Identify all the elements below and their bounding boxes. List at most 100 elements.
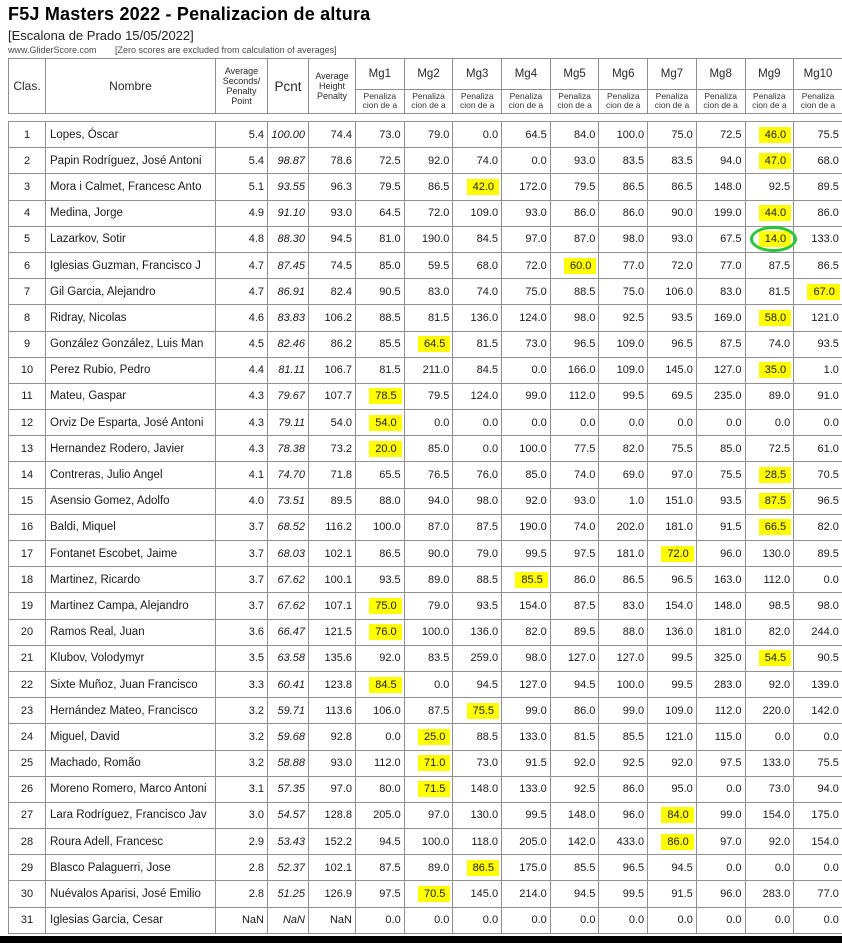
mg7-cell: 72.0: [647, 251, 697, 280]
highlighted-value: 86.5: [466, 859, 500, 876]
avg-seconds-cell: 3.2: [215, 697, 268, 725]
highlighted-value: 25.0: [417, 728, 451, 745]
mg3-cell: 93.5: [452, 592, 503, 620]
table-row: 10 Perez Rubio, Pedro 4.4 81.11 106.7 81.5 211…: [8, 356, 842, 384]
mg4-cell: 73.0: [501, 330, 551, 358]
name-cell: Martinez, Ricardo: [45, 566, 216, 594]
mg8-cell: 199.0: [695, 199, 746, 227]
mg5-cell: 112.0: [549, 382, 600, 411]
mg7-cell: 86.5: [647, 173, 697, 201]
highlighted-value: 71.5: [417, 781, 451, 798]
table-row: 21 Klubov, Volodymyr 3.5 63.58 135.6 92.0 83.5…: [8, 644, 842, 672]
pcnt-cell: 51.25: [267, 880, 309, 908]
mg8-cell: 0.0: [695, 775, 746, 803]
mg1-cell: 73.0: [355, 120, 405, 149]
highlighted-circled-value: 14.0: [749, 226, 798, 253]
col-header-avg-height: Average Height Penalty: [308, 58, 356, 114]
mg9-cell: 87.5: [744, 251, 795, 280]
avg-seconds-cell: 3.0: [215, 801, 268, 830]
clas-cell: 24: [8, 723, 46, 751]
mg5-cell: 86.0: [549, 199, 600, 227]
mg6-cell: 96.5: [598, 854, 649, 882]
mg7-cell: 75.0: [647, 120, 697, 149]
mg2-cell: 86.5: [403, 173, 454, 201]
table-row: 8 Ridray, Nicolas 4.6 83.83 106.2 88.5 81.5 136…: [8, 304, 842, 332]
clas-cell: 8: [8, 304, 46, 332]
mg10-cell: 96.5: [793, 487, 842, 515]
mg4-cell: 92.0: [501, 487, 551, 515]
mg2-cell: 83.5: [403, 644, 454, 672]
mg5-cell: 93.0: [549, 147, 600, 175]
mg10-cell: 175.0: [793, 801, 842, 830]
mg6-cell: 83.5: [598, 147, 649, 175]
header-row-sub: Penaliza cion de a Penaliza cion de a Pena…: [9, 88, 842, 115]
mg3-cell: 79.0: [452, 539, 503, 568]
mg8-cell: 85.0: [695, 435, 746, 463]
mg2-cell: 25.0: [403, 723, 454, 751]
mg5-cell: 94.5: [549, 880, 600, 908]
clas-cell: 30: [8, 880, 46, 908]
mg5-cell: 87.5: [549, 592, 600, 620]
mg10-cell: 75.5: [793, 120, 842, 149]
mg2-cell: 87.5: [403, 697, 454, 725]
col-subheader-mg10: Penaliza cion de a: [793, 88, 842, 115]
mg9-cell: 82.0: [744, 618, 795, 646]
mg1-cell: 88.0: [355, 487, 405, 515]
mg9-cell: 0.0: [744, 723, 795, 751]
mg10-cell: 154.0: [793, 828, 842, 856]
mg7-cell: 90.0: [647, 199, 697, 227]
mg2-cell: 89.0: [403, 566, 454, 594]
mg10-cell: 244.0: [793, 618, 842, 646]
mg6-cell: 96.0: [598, 801, 649, 830]
mg4-cell: 175.0: [501, 854, 551, 882]
clas-cell: 2: [8, 147, 46, 175]
mg8-cell: 72.5: [695, 120, 746, 149]
highlighted-value: 58.0: [758, 309, 792, 326]
mg1-cell: 80.0: [355, 775, 405, 803]
col-header-avg-seconds: Average Seconds/ Penalty Point: [215, 58, 268, 114]
mg7-cell: 83.5: [647, 147, 697, 175]
avg-height-cell: 107.1: [308, 592, 356, 620]
col-header-mg1: Mg1: [355, 58, 405, 90]
mg10-cell: 139.0: [793, 670, 842, 699]
clas-cell: 3: [8, 173, 46, 201]
avg-height-cell: 86.2: [308, 330, 356, 358]
avg-seconds-cell: 3.7: [215, 539, 268, 568]
mg3-cell: 148.0: [452, 775, 503, 803]
avg-height-cell: 135.6: [308, 644, 356, 672]
col-header-clas: Clas.: [8, 58, 46, 114]
pcnt-cell: 86.91: [267, 278, 309, 306]
mg10-cell: 89.5: [793, 173, 842, 201]
mg9-cell: 0.0: [744, 906, 795, 934]
mg2-cell: 79.0: [403, 592, 454, 620]
mg3-cell: 136.0: [452, 304, 503, 332]
col-subheader-mg8: Penaliza cion de a: [695, 88, 746, 115]
bottom-border-bar: [0, 936, 842, 943]
mg2-cell: 94.0: [403, 487, 454, 515]
mg1-cell: 65.5: [355, 461, 405, 489]
avg-seconds-cell: 4.1: [215, 461, 268, 489]
zero-scores-note: [Zero scores are excluded from calculati…: [115, 45, 337, 55]
mg1-cell: 78.5: [355, 382, 405, 411]
avg-height-cell: 71.8: [308, 461, 356, 489]
pcnt-cell: 59.68: [267, 723, 309, 751]
avg-height-cell: 106.7: [308, 356, 356, 384]
name-cell: Lara Rodríguez, Francisco Jav: [45, 801, 216, 830]
highlighted-value: 44.0: [758, 205, 792, 222]
mg6-cell: 202.0: [598, 513, 649, 542]
table-row: 28 Roura Adell, Francesc 2.9 53.43 152.2 94.5…: [8, 828, 842, 856]
mg1-cell: 0.0: [355, 906, 405, 934]
clas-cell: 19: [8, 592, 46, 620]
avg-seconds-cell: 4.7: [215, 251, 268, 280]
table-row: 31 Iglesias Garcia, Cesar NaN NaN NaN 0.0 0.0 0…: [8, 906, 842, 934]
col-header-mg6: Mg6: [598, 58, 649, 90]
clas-cell: 20: [8, 618, 46, 646]
avg-seconds-cell: 3.7: [215, 566, 268, 594]
avg-height-cell: 102.1: [308, 539, 356, 568]
pcnt-cell: 57.35: [267, 775, 309, 803]
mg2-cell: 71.5: [403, 775, 454, 803]
mg1-cell: 20.0: [355, 435, 405, 463]
mg7-cell: 86.0: [647, 828, 697, 856]
pcnt-cell: 82.46: [267, 330, 309, 358]
mg7-cell: 96.5: [647, 330, 697, 358]
